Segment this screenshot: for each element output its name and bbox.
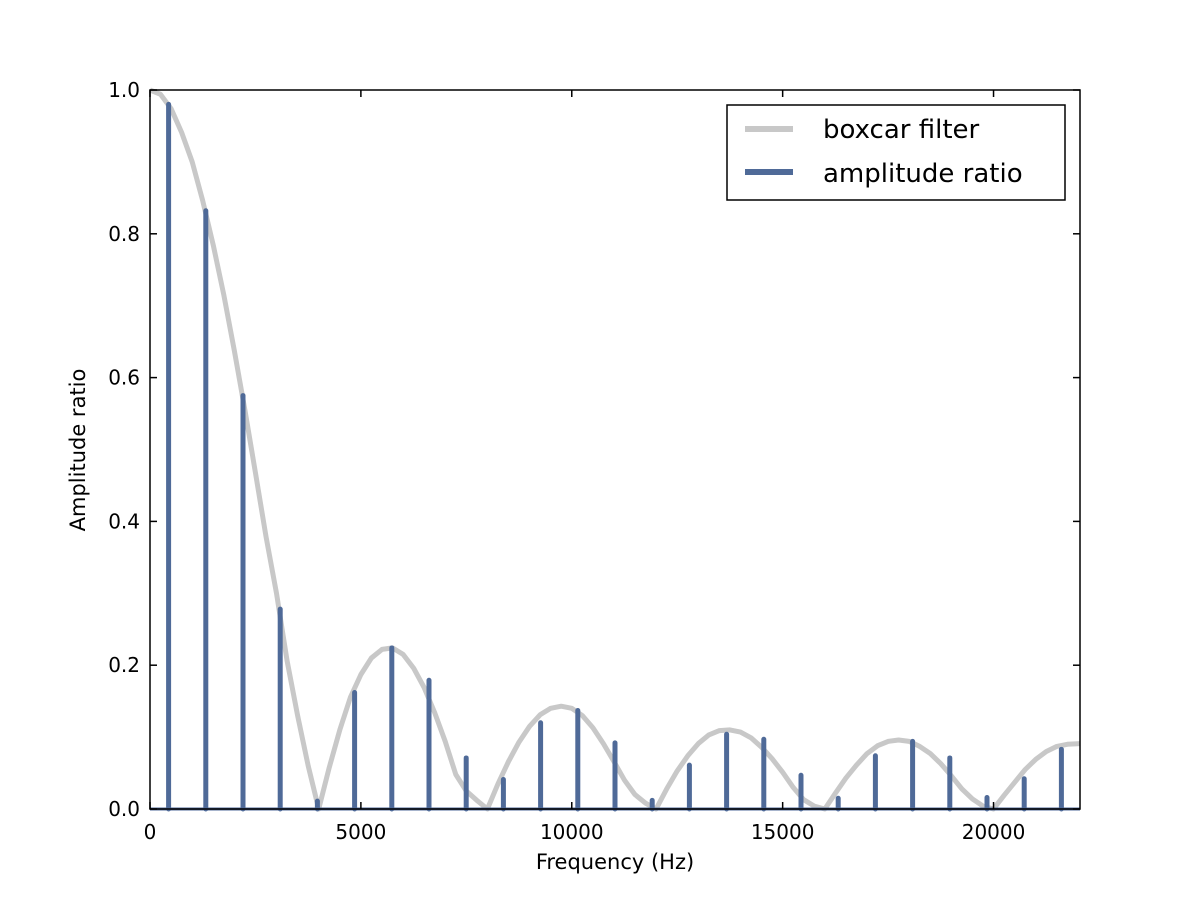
y-tick-label: 0.4 bbox=[108, 509, 140, 533]
x-tick-label: 5000 bbox=[335, 820, 386, 844]
axes-frame bbox=[149, 89, 1081, 810]
x-tick-label: 15000 bbox=[751, 820, 815, 844]
legend-label-boxcar-filter: boxcar filter bbox=[823, 115, 980, 145]
x-axis-title: Frequency (Hz) bbox=[536, 850, 694, 874]
y-axis-title: Amplitude ratio bbox=[66, 369, 90, 532]
y-tick-label: 1.0 bbox=[108, 78, 140, 102]
x-tick-label: 10000 bbox=[540, 820, 604, 844]
legend: boxcar filter amplitude ratio bbox=[726, 104, 1066, 201]
x-tick-label: 20000 bbox=[962, 820, 1026, 844]
x-tick-label: 0 bbox=[144, 820, 157, 844]
y-tick-label: 0.2 bbox=[108, 653, 140, 677]
x-axis: 0 5000 10000 15000 20000 bbox=[144, 90, 1026, 844]
y-tick-label: 0.0 bbox=[108, 797, 140, 821]
legend-box bbox=[726, 104, 1066, 201]
y-axis: 0.0 0.2 0.4 0.6 0.8 1.0 bbox=[108, 78, 1080, 821]
legend-label-amplitude-ratio: amplitude ratio bbox=[823, 159, 1023, 189]
y-tick-label: 0.8 bbox=[108, 222, 140, 246]
y-tick-label: 0.6 bbox=[108, 366, 140, 390]
